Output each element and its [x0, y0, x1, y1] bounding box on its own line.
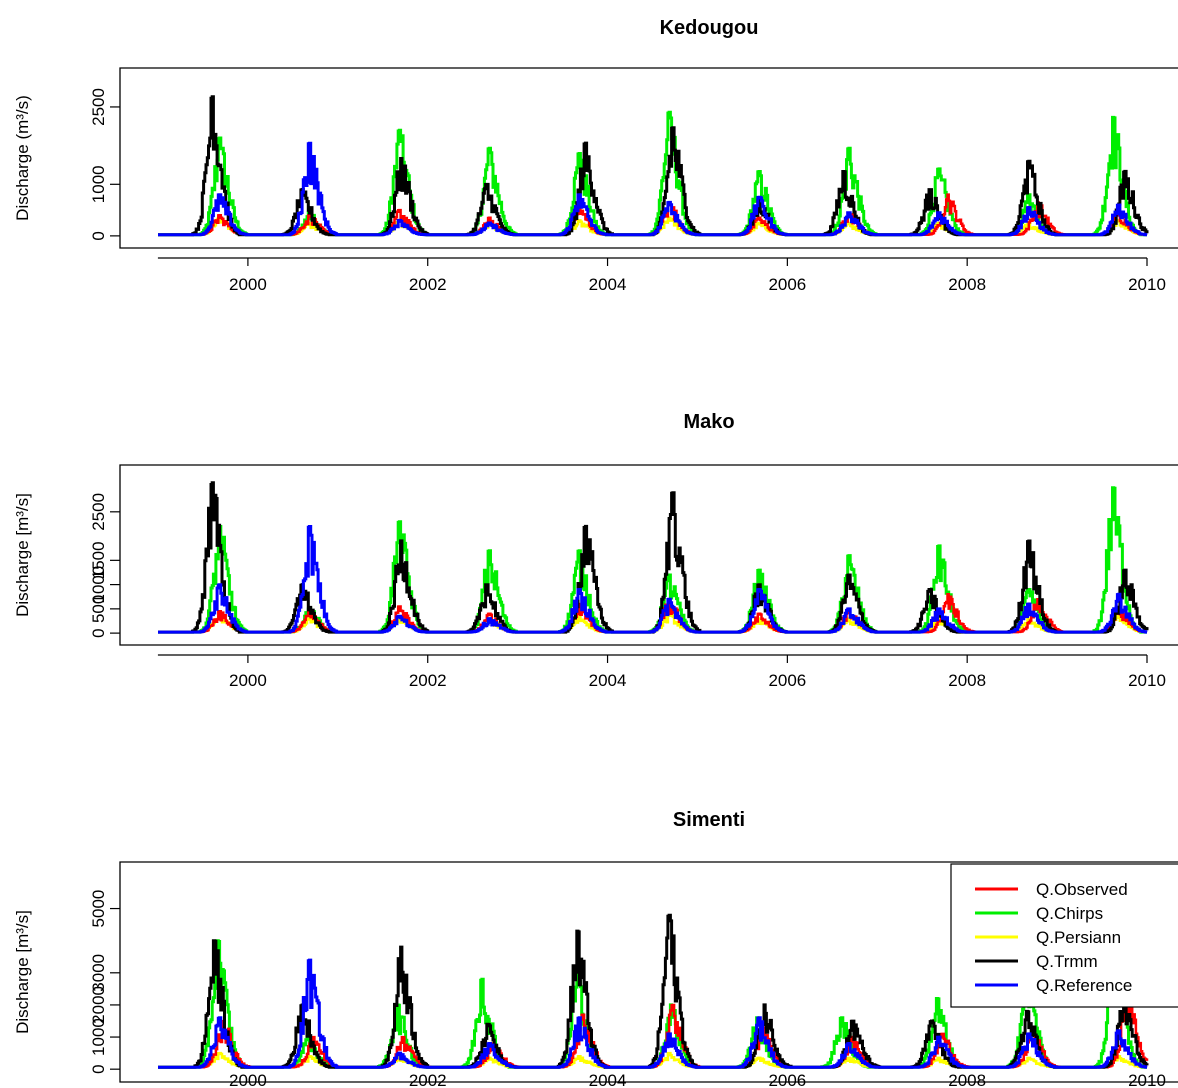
x-tick-label: 2000 [229, 1071, 267, 1088]
x-tick-label: 2002 [409, 275, 447, 294]
x-tick-label: 2002 [409, 1071, 447, 1088]
x-tick-label: 2010 [1128, 671, 1166, 690]
plot-frame [119, 67, 1178, 249]
series-group [158, 481, 1149, 634]
y-tick-label: 2500 [89, 88, 108, 126]
legend: Q.Observed Q.Chirps Q.Persiann Q.Trmm Q.Ref… [950, 863, 1178, 1008]
y-tick-label: 3000 [89, 954, 108, 992]
y-tick-label: 1000 [89, 566, 108, 604]
x-tick-label: 2008 [948, 671, 986, 690]
y-axis-label: Discharge [m³/s] [13, 910, 32, 1034]
x-tick-label: 2000 [229, 671, 267, 690]
legend-label: Q.Persiann [1036, 928, 1121, 947]
series-line-qtrmm [158, 95, 1149, 237]
x-tick-label: 2004 [589, 275, 627, 294]
series-group [158, 913, 1149, 1069]
x-tick-label: 2004 [589, 671, 627, 690]
y-tick-label: 2500 [89, 493, 108, 531]
series-group [158, 95, 1149, 237]
plot-frame [119, 464, 1178, 646]
y-tick-label: 2000 [89, 986, 108, 1024]
y-tick-label: 1000 [89, 1018, 108, 1056]
chart-title: Simenti [673, 809, 745, 831]
series-line-qreference [158, 525, 1148, 634]
x-tick-label: 2000 [229, 275, 267, 294]
x-tick-label: 2006 [768, 671, 806, 690]
y-axis-label: Discharge (m³/s) [13, 95, 32, 221]
series-line-qchirps [158, 110, 1147, 237]
y-tick-label: 500 [89, 595, 108, 623]
y-tick-label: 0 [89, 1064, 108, 1073]
x-tick-label: 2002 [409, 671, 447, 690]
y-tick-label: 1000 [89, 165, 108, 203]
y-tick-label: 0 [89, 231, 108, 240]
y-tick-label: 0 [89, 628, 108, 637]
legend-label: Q.Reference [1036, 976, 1132, 995]
x-tick-label: 2004 [589, 1071, 627, 1088]
y-tick-label: 5000 [89, 890, 108, 928]
x-tick-label: 2008 [948, 275, 986, 294]
x-tick-label: 2010 [1128, 1071, 1166, 1088]
chart-title: Mako [683, 411, 734, 433]
legend-label: Q.Trmm [1036, 952, 1098, 971]
x-tick-label: 2006 [768, 1071, 806, 1088]
x-tick-label: 2010 [1128, 275, 1166, 294]
x-tick-label: 2008 [948, 1071, 986, 1088]
series-line-qtrmm [158, 481, 1149, 634]
y-tick-label: 1500 [89, 541, 108, 579]
y-axis-label: Discharge [m³/s] [13, 493, 32, 617]
x-tick-label: 2006 [768, 275, 806, 294]
chart-panel-kedougou: Kedougou Discharge (m³/s) 0 1000 2500 2000 200… [13, 17, 1178, 294]
series-line-qreference [158, 958, 1148, 1069]
legend-label: Q.Observed [1036, 880, 1128, 899]
chart-title: Kedougou [660, 17, 759, 39]
series-line-qchirps [158, 486, 1147, 634]
series-line-qreference [158, 141, 1148, 237]
plot-frame [119, 861, 1178, 1083]
legend-label: Q.Chirps [1036, 904, 1103, 923]
